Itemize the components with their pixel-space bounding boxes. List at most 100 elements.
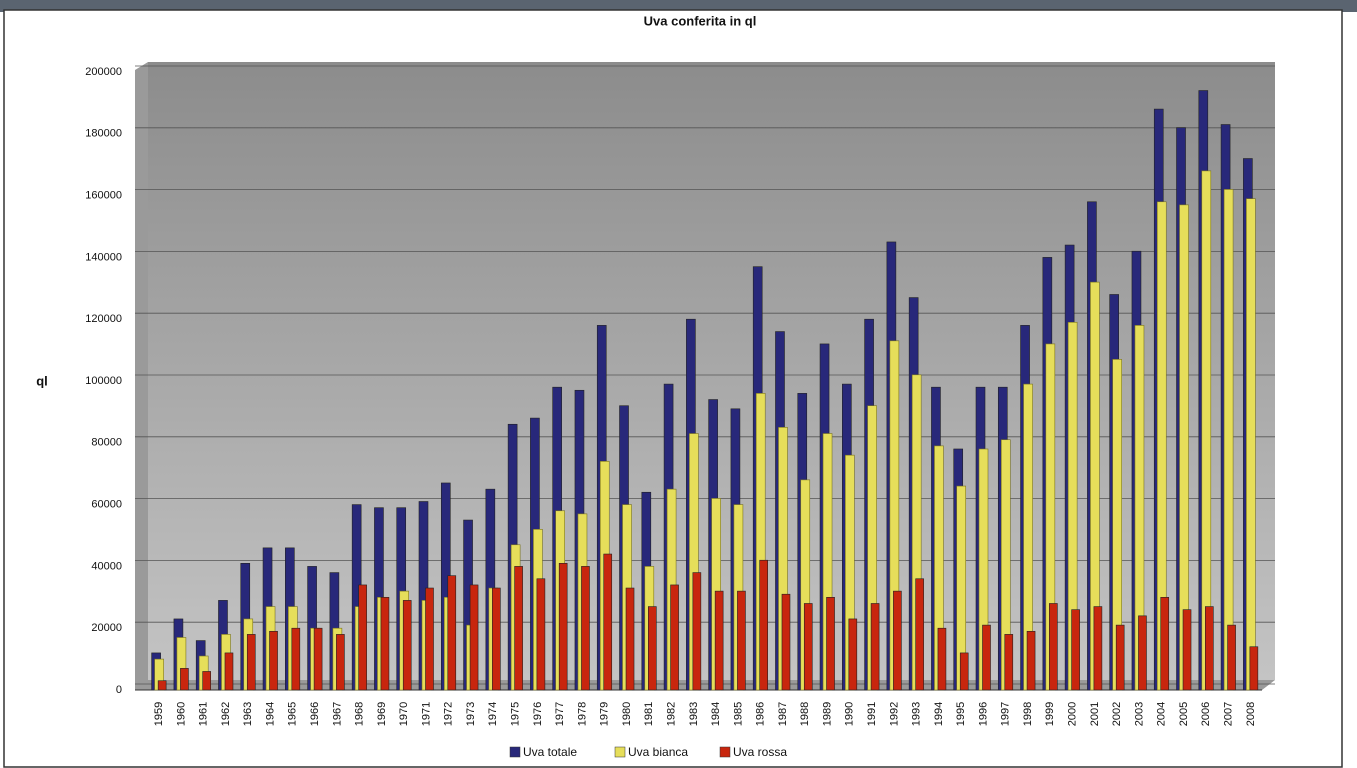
x-tick-label: 1995 (955, 702, 967, 726)
x-tick-label: 1974 (487, 702, 499, 726)
y-tick-label: 100000 (85, 375, 122, 387)
bar (1115, 624, 1125, 691)
bar (313, 627, 323, 691)
legend-label: Uva bianca (628, 745, 688, 759)
bar (603, 553, 613, 691)
bar (224, 652, 234, 691)
x-tick-label: 1968 (354, 702, 366, 726)
top-strip (0, 0, 1357, 12)
bar (1071, 609, 1080, 691)
x-tick-label: 1979 (599, 702, 611, 726)
bar (514, 566, 523, 691)
x-tick-label: 2003 (1133, 702, 1145, 726)
bar (402, 600, 412, 691)
bar (558, 563, 568, 691)
bar (536, 578, 546, 691)
x-tick-label: 2000 (1067, 702, 1079, 726)
bar (1093, 606, 1103, 691)
x-tick-label: 1959 (153, 702, 165, 726)
x-tick-label: 1962 (220, 702, 232, 726)
bar (759, 559, 769, 691)
y-tick-label: 160000 (85, 190, 122, 202)
x-tick-label: 1992 (888, 702, 900, 726)
bar (1160, 596, 1170, 691)
legend-label: Uva rossa (733, 745, 787, 759)
bar (202, 671, 211, 691)
legend-label: Uva totale (523, 745, 577, 759)
bar (157, 680, 167, 691)
x-tick-label: 1973 (465, 702, 477, 726)
x-tick-label: 1988 (799, 702, 811, 726)
x-tick-label: 1993 (911, 702, 923, 726)
x-tick-label: 1983 (688, 702, 700, 726)
bar (803, 603, 813, 691)
x-tick-label: 1960 (175, 702, 187, 726)
x-tick-label: 1987 (777, 702, 789, 726)
bar (246, 634, 256, 691)
y-tick-label: 40000 (91, 560, 122, 572)
bar (180, 668, 189, 691)
bar (1182, 609, 1192, 691)
x-tick-label: 1978 (576, 702, 588, 726)
bar (647, 606, 657, 691)
bar (692, 572, 702, 691)
bar (893, 590, 902, 691)
x-tick-label: 1966 (309, 702, 321, 726)
bar (737, 590, 746, 691)
legend-swatch (614, 746, 626, 758)
bar (1227, 624, 1236, 691)
x-tick-label: 2007 (1222, 702, 1234, 726)
bar (492, 587, 501, 691)
bar (1138, 615, 1147, 691)
x-tick-label: 1982 (665, 702, 677, 726)
x-tick-label: 2006 (1200, 702, 1212, 726)
x-tick-label: 2002 (1111, 702, 1123, 726)
bar (937, 627, 947, 691)
x-tick-label: 1980 (621, 702, 633, 726)
y-tick-label: 120000 (85, 313, 122, 325)
x-tick-label: 2005 (1178, 702, 1190, 726)
bar (380, 596, 390, 691)
x-tick-label: 1961 (198, 702, 210, 726)
x-tick-label: 1964 (264, 702, 276, 726)
bar (625, 587, 635, 691)
y-tick-label: 80000 (91, 437, 122, 449)
bar (1004, 634, 1014, 691)
x-tick-label: 1989 (821, 702, 833, 726)
x-tick-label: 1991 (866, 702, 878, 726)
x-tick-label: 1994 (933, 702, 945, 726)
bar (781, 593, 791, 691)
x-tick-label: 1998 (1022, 702, 1034, 726)
bar (848, 618, 858, 691)
x-tick-label: 1984 (710, 702, 722, 726)
bar (982, 624, 991, 691)
x-tick-label: 1972 (443, 702, 455, 726)
y-tick-label: 200000 (85, 66, 122, 78)
x-tick-label: 1999 (1044, 702, 1056, 726)
chart-title: Uva conferita in ql (644, 13, 757, 28)
x-tick-label: 1969 (376, 702, 388, 726)
bar (469, 584, 479, 691)
bar (1249, 646, 1259, 691)
bar (425, 587, 434, 691)
bar (1049, 603, 1058, 691)
bar (291, 627, 301, 691)
bar (336, 634, 345, 691)
bar (714, 590, 724, 691)
x-tick-label: 2008 (1245, 702, 1257, 726)
x-tick-label: 1986 (755, 702, 767, 726)
y-tick-label: 180000 (85, 128, 122, 140)
bar (870, 603, 880, 691)
bar (358, 584, 367, 691)
bar (1205, 606, 1214, 691)
legend-swatch (509, 746, 521, 758)
bar (959, 652, 969, 691)
x-tick-label: 2004 (1156, 702, 1168, 726)
x-tick-label: 1967 (331, 702, 343, 726)
bar (447, 575, 457, 691)
bar (826, 596, 835, 691)
x-tick-label: 1963 (242, 702, 254, 726)
x-tick-label: 1965 (287, 702, 299, 726)
y-tick-label: 140000 (85, 251, 122, 263)
